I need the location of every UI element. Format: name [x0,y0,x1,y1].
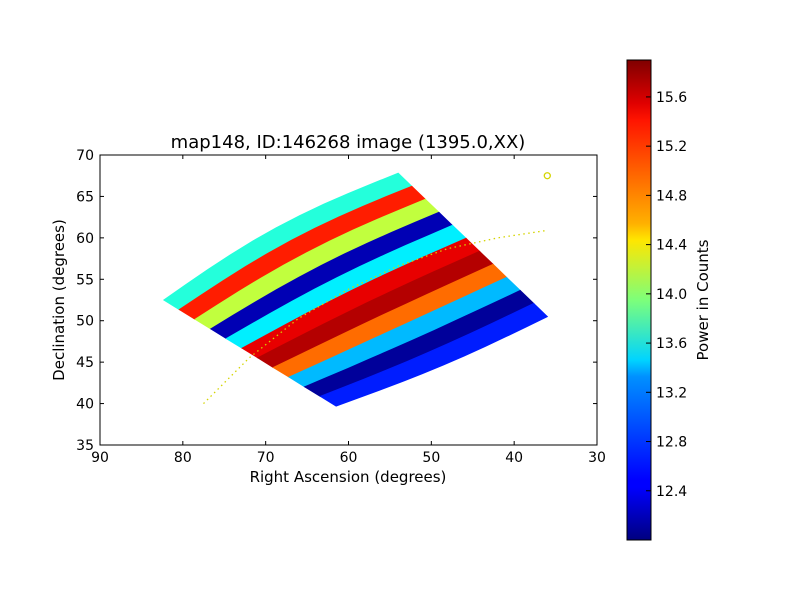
overlay-track-line [203,229,548,405]
y-tick-label: 55 [76,272,94,288]
overlay-layer [203,172,551,405]
overlay-marker [543,172,551,180]
colorbar-tick-label: 14.4 [656,238,687,254]
colorbar-tick-label: 14.8 [656,188,687,204]
x-tick-label: 90 [91,450,109,466]
colorbar-gradient [626,59,652,541]
chart-title: map148, ID:146268 image (1395.0,XX) [171,132,526,153]
colorbar-tick-label: 12.4 [656,484,687,500]
colorbar-tick-label: 13.6 [656,336,687,352]
y-tick-label: 35 [76,438,94,454]
colorbar-tick-label: 14.0 [656,287,687,303]
colorbar-ticks: 12.4 12.8 13.2 13.6 14.0 14.4 14.8 15.2 15.6 [646,90,687,500]
x-tick-label: 60 [340,450,358,466]
x-axis-label: Right Ascension (degrees) [250,468,447,486]
colorbar-tick-label: 15.2 [656,139,687,155]
colorbar: 12.4 12.8 13.2 13.6 14.0 14.4 14.8 15.2 15.6 Pow… [626,59,712,541]
y-tick-label: 70 [76,148,94,164]
x-tick-label: 30 [588,450,606,466]
x-tick-label: 50 [422,450,440,466]
x-tick-label: 80 [174,450,192,466]
y-tick-label: 40 [76,397,94,413]
x-axis: 90 80 70 60 50 40 30 [91,155,606,466]
y-tick-label: 60 [76,231,94,247]
y-tick-label: 50 [76,314,94,330]
colorbar-label: Power in Counts [694,239,712,360]
heatmap-surface [162,172,549,407]
x-tick-label: 70 [257,450,275,466]
heatmap-stripe [319,302,549,407]
colorbar-tick-label: 12.8 [656,435,687,451]
colorbar-tick-label: 15.6 [656,90,687,106]
x-tick-label: 40 [505,450,523,466]
colorbar-tick-label: 13.2 [656,385,687,401]
y-tick-label: 45 [76,355,94,371]
y-axis: 35 40 45 50 55 60 65 70 [76,148,597,454]
y-axis-label: Declination (degrees) [50,219,68,381]
y-tick-label: 65 [76,189,94,205]
